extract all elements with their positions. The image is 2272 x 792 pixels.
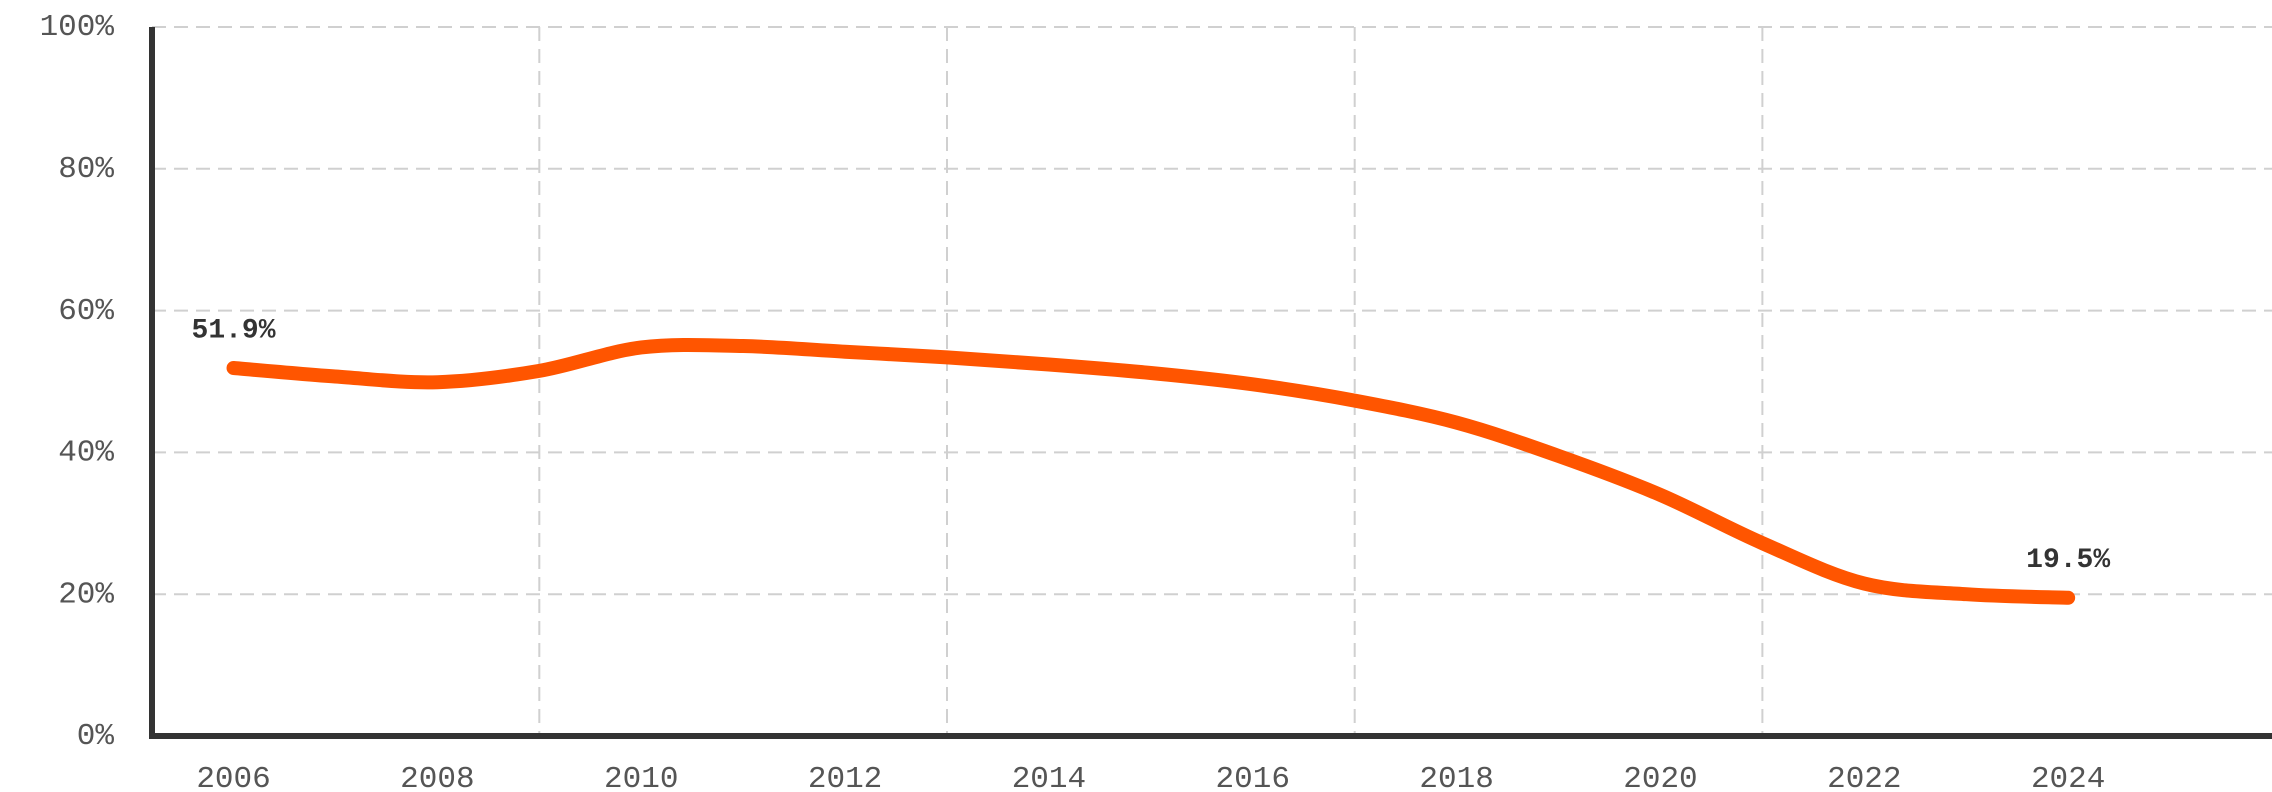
y-tick-label: 100% [40,10,115,45]
data-label: 51.9% [192,315,276,346]
y-tick-label: 40% [58,436,114,471]
x-tick-label: 2022 [1827,762,1901,792]
y-tick-label: 20% [58,577,114,612]
y-tick-label: 80% [58,152,114,187]
y-tick-label: 0% [77,719,115,754]
x-tick-label: 2012 [808,762,882,792]
x-tick-label: 2024 [2031,762,2105,792]
y-tick-label: 60% [58,294,114,329]
x-tick-label: 2014 [1012,762,1086,792]
data-label: 19.5% [2026,545,2110,576]
x-tick-label: 2016 [1216,762,1290,792]
x-tick-label: 2006 [196,762,270,792]
x-tick-label: 2020 [1623,762,1697,792]
x-tick-label: 2010 [604,762,678,792]
x-tick-label: 2018 [1419,762,1493,792]
x-tick-label: 2008 [400,762,474,792]
line-series [226,337,2076,605]
